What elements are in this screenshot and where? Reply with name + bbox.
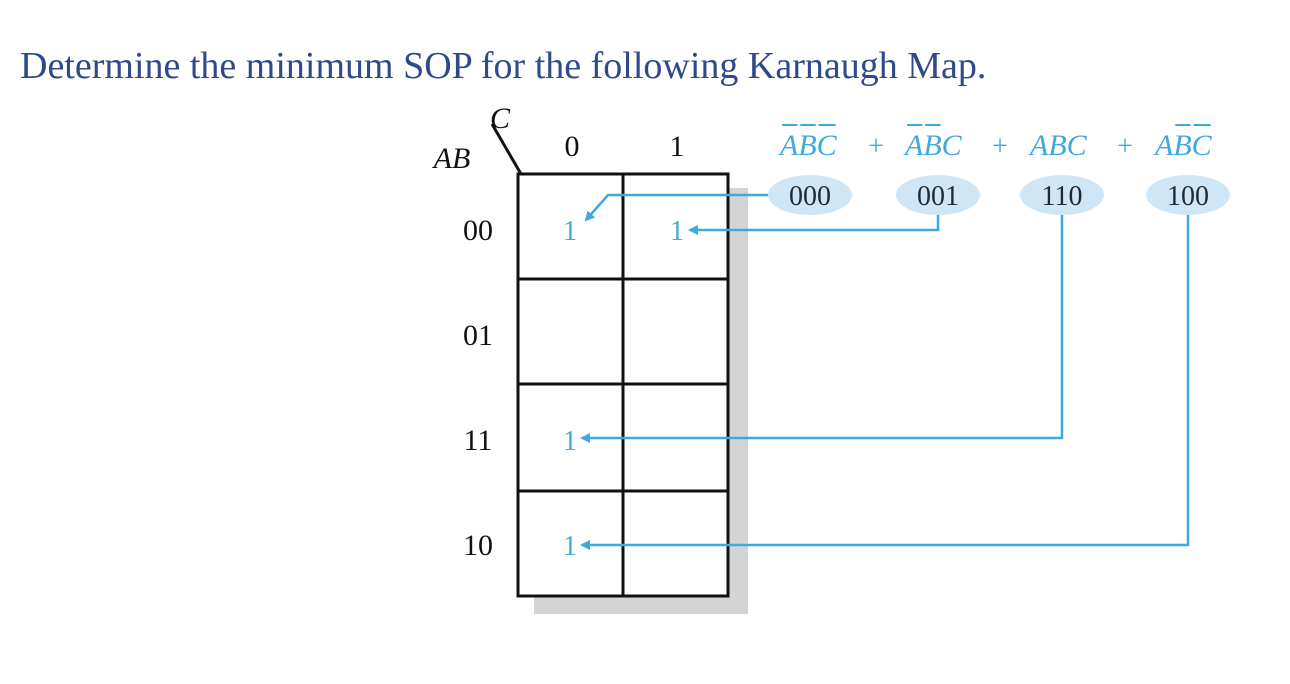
cell-10-0 — [516, 489, 625, 598]
cell-value-10-0: 1 — [563, 531, 577, 562]
code-text-3: 100 — [1167, 181, 1209, 212]
plus-operator-1: + — [992, 131, 1008, 162]
cell-10-1 — [621, 489, 730, 598]
column-label-1: 1 — [670, 130, 685, 163]
arrow-100 — [580, 215, 1190, 550]
plus-operator-0: + — [868, 131, 884, 162]
cell-value-11-0: 1 — [563, 426, 577, 457]
sop-term-1: ABC — [903, 129, 963, 162]
question-text: Determine the minimum SOP for the follow… — [20, 45, 987, 87]
column-variable-label: C — [490, 102, 511, 135]
column-label-0: 0 — [565, 130, 580, 163]
cell-value-00-0: 1 — [563, 216, 577, 247]
sop-term-2: ABC — [1028, 129, 1088, 162]
code-badge-000 — [768, 175, 852, 215]
code-badge-001 — [896, 175, 980, 215]
row-label-10: 10 — [463, 529, 493, 562]
corner-diagonal — [490, 123, 523, 175]
row-label-01: 01 — [463, 319, 493, 352]
sop-term-3: ABC — [1153, 129, 1213, 162]
row-label-00: 00 — [463, 214, 493, 247]
row-variable-label: AB — [432, 142, 471, 175]
connector-arrows — [580, 193, 1190, 550]
sop-term-0: ABC — [778, 129, 838, 162]
cell-01-0 — [516, 277, 625, 386]
code-text-1: 001 — [917, 181, 959, 212]
cell-01-1 — [621, 277, 730, 386]
row-label-11: 11 — [464, 424, 493, 457]
arrow-001 — [688, 215, 940, 235]
cell-value-00-1: 1 — [670, 216, 684, 247]
code-text-0: 000 — [789, 181, 831, 212]
code-badges: 000 001 110 100 — [768, 175, 1230, 215]
sop-expression: ABC ABC ABC ABC + + + — [778, 124, 1213, 162]
cell-00-1 — [621, 172, 730, 281]
plus-operator-2: + — [1117, 131, 1133, 162]
code-badge-110 — [1020, 175, 1104, 215]
arrow-000 — [584, 193, 768, 222]
code-badge-100 — [1146, 175, 1230, 215]
code-text-2: 110 — [1042, 181, 1083, 212]
arrow-110 — [580, 215, 1064, 443]
map-grid — [516, 172, 730, 598]
